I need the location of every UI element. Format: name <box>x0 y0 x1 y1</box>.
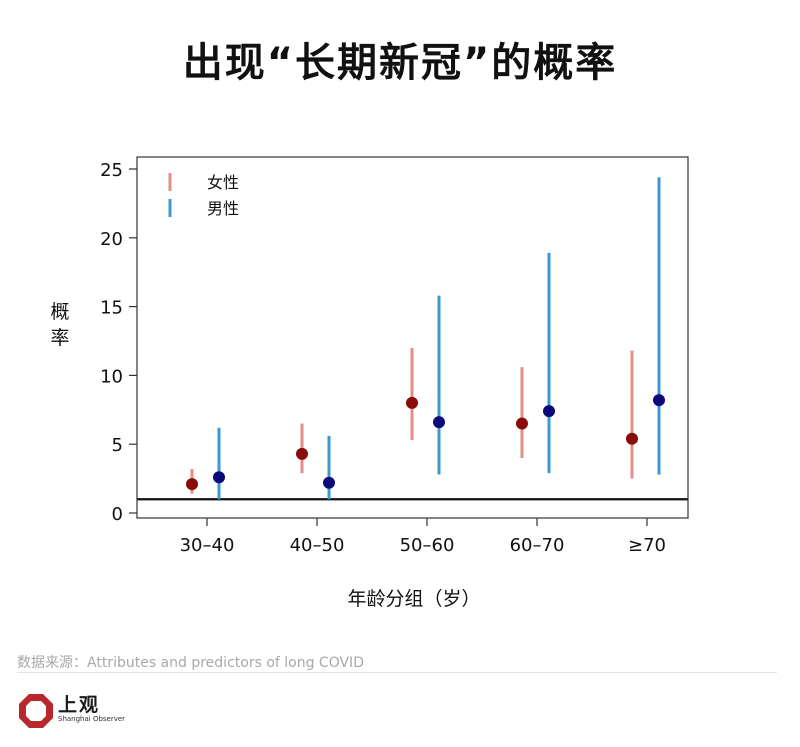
brand-english-name: Shanghai Observer <box>58 715 126 723</box>
point-1 <box>543 405 555 418</box>
y-tick-label: 25 <box>100 160 123 181</box>
point-0 <box>626 432 638 445</box>
y-tick-label: 0 <box>112 504 123 525</box>
chart-title: 出现“长期新冠”的概率 <box>182 40 618 86</box>
chart: 0 5 10 15 20 25 30–40 40–50 50–60 60–70 ≥70 年龄分组（岁… <box>50 156 689 610</box>
point-0 <box>186 478 198 491</box>
brand-octagon-icon <box>19 694 53 728</box>
x-axis-label: 年龄分组（岁） <box>347 588 480 610</box>
point-0 <box>516 417 528 430</box>
x-tick-label: 60–70 <box>510 535 565 556</box>
source-note: 数据来源：Attributes and predictors of long C… <box>17 655 364 671</box>
point-1 <box>213 471 225 484</box>
plot-frame <box>136 156 689 519</box>
x-tick-label: ≥70 <box>628 535 666 556</box>
legend-label: 男性 <box>207 199 239 218</box>
point-1 <box>653 394 665 407</box>
point-1 <box>433 416 445 429</box>
y-axis-label: 概率 <box>50 301 69 349</box>
legend-label: 女性 <box>207 173 239 192</box>
x-tick-label: 50–60 <box>400 535 455 556</box>
footer-divider <box>17 672 777 673</box>
brand-logo: 上观 Shanghai Observer <box>18 690 148 734</box>
y-tick-label: 5 <box>112 435 123 456</box>
point-1 <box>323 476 335 489</box>
x-tick-label: 30–40 <box>180 535 235 556</box>
point-0 <box>296 447 308 460</box>
y-tick-label: 15 <box>100 298 123 319</box>
y-tick-label: 10 <box>100 366 123 387</box>
y-tick-label: 20 <box>100 229 123 250</box>
point-0 <box>406 396 418 409</box>
brand-name: 上观 <box>58 694 101 716</box>
x-tick-label: 40–50 <box>290 535 345 556</box>
